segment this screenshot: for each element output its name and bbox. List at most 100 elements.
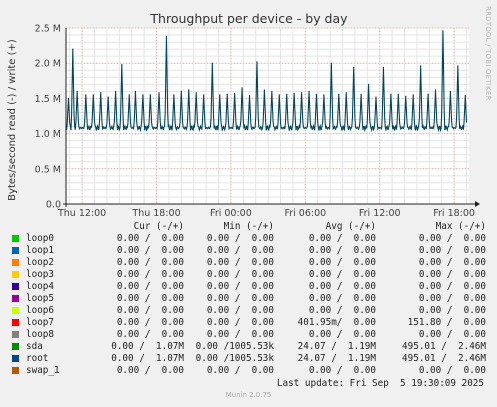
legend-name: loop4 xyxy=(26,281,54,292)
legend-avg: 401.95m/ 0.00 xyxy=(297,317,376,328)
series-peak-point xyxy=(195,92,197,94)
legend-name: loop2 xyxy=(26,257,54,268)
series-peak-point xyxy=(203,94,205,96)
series-peak-point xyxy=(382,66,385,69)
legend-header-cur: Cur (-/+) xyxy=(133,221,184,232)
legend-row-sda: sda 0.00 / 1.07M 0.00 /1005.53k 24.07 / 1.1… xyxy=(12,341,492,353)
legend-avg: 0.00 / 0.00 xyxy=(308,305,376,316)
legend-swatch xyxy=(12,247,19,254)
legend-row-swap_1: swap_1 0.00 / 0.00 0.00 / 0.00 0.00 / 0.00 0… xyxy=(12,365,492,377)
y-tick-label: 1.5 M xyxy=(35,94,61,105)
legend-name: loop5 xyxy=(26,293,54,304)
legend-avg: 0.00 / 0.00 xyxy=(308,233,376,244)
plot-area xyxy=(66,28,469,204)
legend-name: sda xyxy=(26,341,43,352)
series-peak-point xyxy=(67,97,70,99)
legend-header: Cur (-/+) Min (-/+) Avg (-/+) Max (-/+) xyxy=(12,221,492,233)
legend-swatch xyxy=(12,235,19,242)
series-peak-point xyxy=(85,94,87,96)
legend-row-loop3: loop3 0.00 / 0.00 0.00 / 0.00 0.00 / 0.00 0.… xyxy=(12,269,492,281)
legend-min: 0.00 / 0.00 xyxy=(206,269,274,280)
legend-table: Cur (-/+) Min (-/+) Avg (-/+) Max (-/+) … xyxy=(12,221,492,377)
legend-header-min: Min (-/+) xyxy=(223,221,274,232)
legend-row-loop2: loop2 0.00 / 0.00 0.00 / 0.00 0.00 / 0.00 0.… xyxy=(12,257,492,269)
legend-swatch xyxy=(12,307,19,314)
series-peak-point xyxy=(211,62,213,64)
legend-cur: 0.00 / 0.00 xyxy=(116,329,184,340)
series-peak-point xyxy=(286,93,288,95)
legend-avg: 0.00 / 0.00 xyxy=(308,293,376,304)
series-peak-point xyxy=(219,94,221,96)
legend-cur: 0.00 / 0.00 xyxy=(116,365,184,376)
legend-min: 0.00 / 0.00 xyxy=(206,365,274,376)
legend-avg: 0.00 / 0.00 xyxy=(308,281,376,292)
y-tick-label: 0.5 M xyxy=(35,164,61,175)
y-tick-label: 2.5 M xyxy=(35,24,61,35)
legend-max: 0.00 / 0.00 xyxy=(418,293,486,304)
legend-min: 0.00 / 0.00 xyxy=(206,329,274,340)
legend-cur: 0.00 / 0.00 xyxy=(116,293,184,304)
series-peak-point xyxy=(72,48,74,50)
series-peak-point xyxy=(100,92,102,94)
legend-row-root: root 0.00 / 1.07M 0.00 /1005.53k 24.07 / 1.… xyxy=(12,353,492,365)
legend-max: 0.00 / 0.00 xyxy=(418,281,486,292)
series-peak-point xyxy=(449,90,451,92)
legend-cur: 0.00 / 0.00 xyxy=(116,245,184,256)
series-peak-point xyxy=(278,94,280,96)
legend-swatch xyxy=(12,355,19,362)
series-peak-point xyxy=(315,93,318,95)
legend-min: 0.00 / 0.00 xyxy=(206,281,274,292)
legend-min: 0.00 / 0.00 xyxy=(206,305,274,316)
x-tick-label: Fri 18:00 xyxy=(433,208,475,219)
series-peak-point xyxy=(76,90,78,92)
series-peak-point xyxy=(405,95,407,97)
legend-swatch xyxy=(12,295,19,302)
legend-cur: 0.00 / 0.00 xyxy=(116,233,184,244)
series-peak-point xyxy=(457,65,459,67)
legend-row-loop6: loop6 0.00 / 0.00 0.00 / 0.00 0.00 / 0.00 0.… xyxy=(12,305,492,317)
series-peak-point xyxy=(390,93,392,95)
series-line-root xyxy=(66,30,468,133)
legend-max: 0.00 / 0.00 xyxy=(418,245,486,256)
legend-swatch xyxy=(12,367,19,374)
series-peak-point xyxy=(293,92,295,95)
legend-name: root xyxy=(26,353,49,364)
legend-max: 0.00 / 0.00 xyxy=(418,269,486,280)
legend-min: 0.00 /1005.53k xyxy=(195,341,274,352)
legend-avg: 0.00 / 0.00 xyxy=(308,365,376,376)
legend-row-loop0: loop0 0.00 / 0.00 0.00 / 0.00 0.00 / 0.00 0.… xyxy=(12,233,492,245)
series-peak-point xyxy=(301,92,303,94)
legend-name: loop1 xyxy=(26,245,54,256)
series-peak-point xyxy=(427,93,429,95)
series-peak-point xyxy=(134,90,137,92)
legend-header-avg: Avg (-/+) xyxy=(325,221,376,232)
y-tick-label: 0.0 xyxy=(46,200,61,211)
x-tick-labels: Thu 12:00 Thu 18:00 Fri 00:00 Fri 06:00 Fri … xyxy=(57,208,475,219)
series-peak-point xyxy=(142,94,144,96)
series-peak-point xyxy=(360,93,362,95)
x-tick-label: Fri 00:00 xyxy=(210,208,252,219)
series-peak-point xyxy=(158,92,160,94)
legend-max: 0.00 / 0.00 xyxy=(418,365,486,376)
legend-min: 0.00 / 0.00 xyxy=(206,257,274,268)
chart-title: Throughput per device - by day xyxy=(149,11,348,26)
legend-name: loop7 xyxy=(26,317,54,328)
legend-name: loop8 xyxy=(26,329,54,340)
legend-min: 0.00 /1005.53k xyxy=(195,353,274,364)
legend-max: 151.80 / 0.00 xyxy=(407,317,486,328)
series-peak-point xyxy=(338,93,340,95)
series-peak-point xyxy=(234,92,236,95)
legend-row-loop4: loop4 0.00 / 0.00 0.00 / 0.00 0.00 / 0.00 0.… xyxy=(12,281,492,293)
series-peak-point xyxy=(367,83,370,85)
series-peak-point xyxy=(165,35,168,38)
series-peak-point xyxy=(345,92,347,94)
legend-max: 0.00 / 0.00 xyxy=(418,305,486,316)
x-tick-label: Fri 12:00 xyxy=(359,208,401,219)
throughput-chart: Throughput per device - by day Bytes/sec… xyxy=(7,11,480,219)
series-peak-point xyxy=(420,65,422,67)
legend-max: 0.00 / 0.00 xyxy=(418,257,486,268)
series-peak-point xyxy=(256,61,258,63)
rrdtool-credit: RRDTOOL / TOBI OETIKER xyxy=(484,6,492,101)
legend-swatch xyxy=(12,343,19,350)
